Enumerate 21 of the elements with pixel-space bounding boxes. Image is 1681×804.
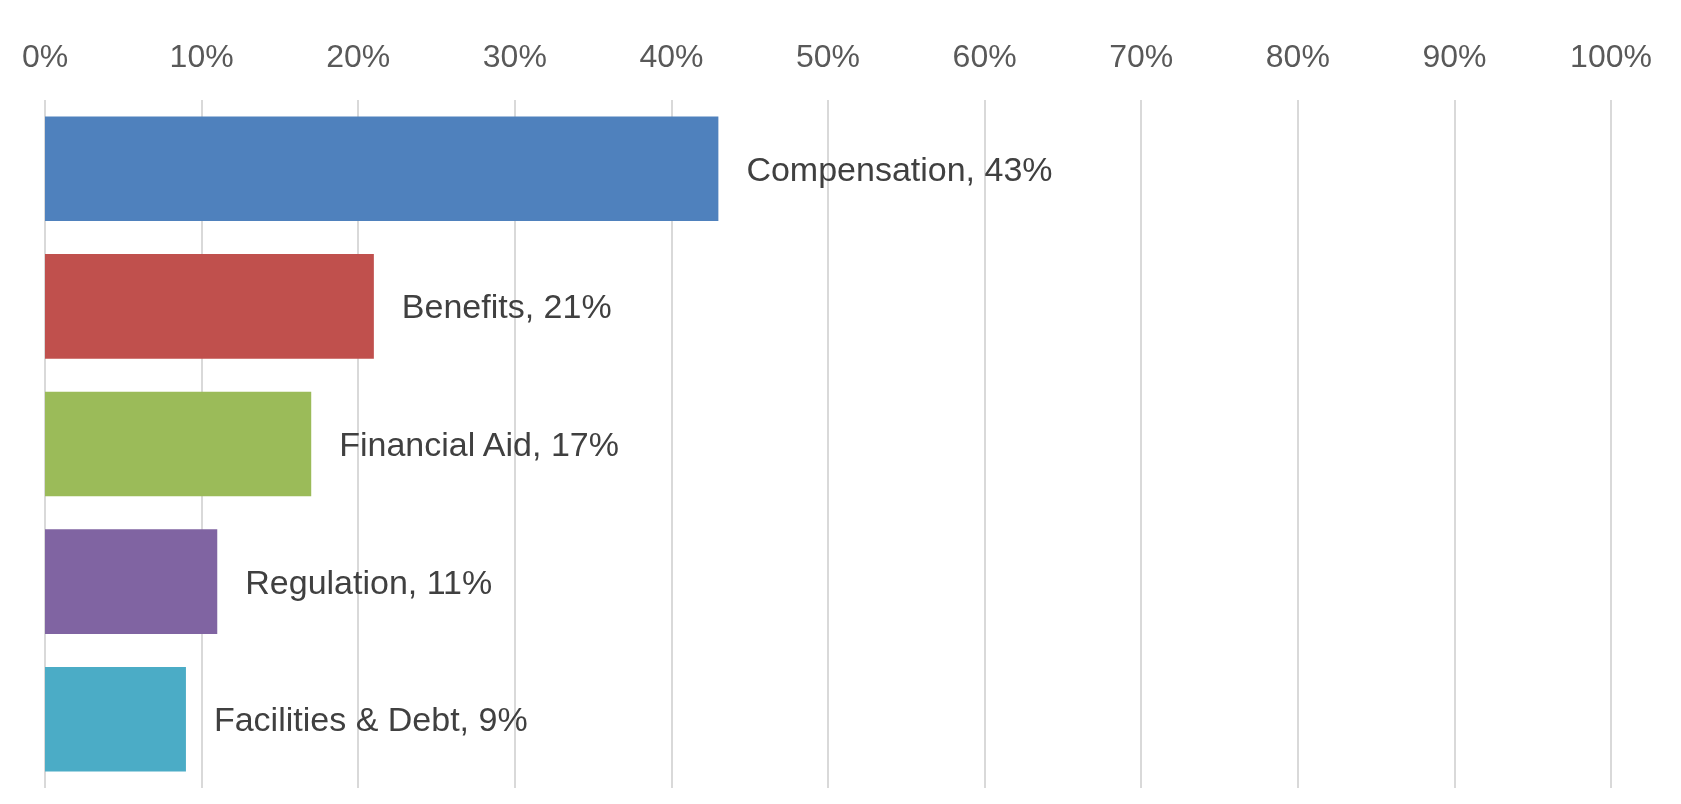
x-tick-label: 10%	[169, 38, 234, 74]
data-label: Regulation, 11%	[245, 562, 493, 601]
x-tick-label: 0%	[21, 38, 69, 74]
x-tick-label: 70%	[1109, 38, 1174, 74]
bar	[45, 666, 186, 772]
data-label: Compensation, 43%	[746, 149, 1053, 188]
x-tick-label: 50%	[795, 38, 861, 74]
bar	[45, 391, 312, 497]
data-label: Facilities & Debt, 9%	[213, 700, 528, 739]
bar	[45, 254, 374, 359]
x-tick-label: 40%	[639, 38, 704, 74]
x-tick-label: 30%	[482, 38, 547, 74]
x-tick-label: 60%	[952, 38, 1017, 74]
bar	[45, 529, 218, 634]
data-label: Benefits, 21%	[401, 287, 612, 326]
x-tick-label: 80%	[1265, 38, 1330, 74]
x-tick-label: 100%	[1570, 38, 1652, 74]
bar	[45, 116, 719, 222]
data-label: Financial Aid, 17%	[339, 425, 619, 463]
x-tick-label: 20%	[326, 38, 391, 74]
x-tick-label: 90%	[1422, 38, 1487, 74]
